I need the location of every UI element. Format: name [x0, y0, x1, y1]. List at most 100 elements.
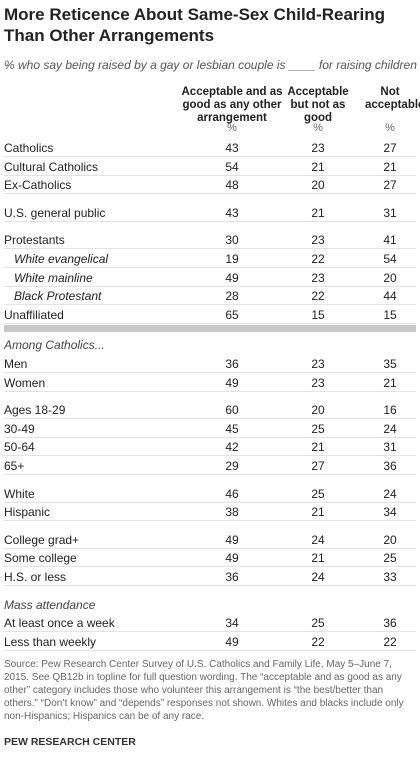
cell-value: 60	[225, 403, 239, 418]
row-label: Black Protestant	[14, 289, 102, 304]
cell-value: 29	[225, 459, 239, 473]
cell-value: 24	[311, 532, 325, 547]
sub-row: White mainline 49 23 20	[4, 268, 416, 287]
row-label: Hispanic	[4, 505, 51, 520]
cell-value: 36	[225, 570, 239, 584]
cell-value: 23	[311, 375, 325, 390]
row-label: Ages 18-29	[4, 403, 66, 418]
row: Less than weekly 49 22 22	[4, 632, 416, 651]
cell-value: 25	[311, 421, 325, 436]
cell-value: 23	[311, 270, 325, 285]
row-label: Protestants	[4, 233, 65, 248]
cell-value: 21	[383, 375, 397, 390]
row-label: White	[4, 486, 35, 501]
sub-row: Black Protestant 28 22 44	[4, 286, 416, 306]
cell-value: 20	[383, 532, 397, 547]
row: H.S. or less 36 24 33	[4, 567, 416, 586]
cell-value: 44	[383, 289, 397, 304]
cell-value: 22	[311, 289, 325, 304]
row: 65+ 29 27 36	[4, 456, 416, 475]
row-label: Less than weekly	[4, 634, 97, 649]
cell-value: 43	[225, 141, 239, 155]
cell-value: 54	[225, 159, 239, 174]
column-header: Not acceptable	[365, 86, 420, 111]
unit-label: %	[385, 122, 395, 134]
cell-value: 48	[225, 178, 239, 193]
cell-value: 65	[225, 307, 239, 322]
cell-value: 49	[225, 270, 239, 285]
cell-value: 21	[311, 505, 325, 520]
row-label: Ex-Catholics	[4, 178, 72, 193]
cell-value: 36	[383, 616, 397, 631]
row-label: College grad+	[4, 532, 80, 547]
row-label: White mainline	[14, 270, 93, 285]
cell-value: 20	[311, 403, 325, 418]
row: Ex-Catholics 48 20 27	[4, 175, 416, 195]
brand: PEW RESEARCH CENTER	[4, 736, 136, 748]
unit-label: %	[313, 122, 323, 134]
row: Protestants 30 23 41	[4, 230, 416, 250]
cell-value: 28	[225, 289, 239, 304]
section-heading: Among Catholics...	[4, 338, 105, 353]
cell-value: 38	[225, 505, 239, 520]
cell-value: 15	[383, 307, 397, 322]
cell-value: 45	[225, 421, 239, 436]
cell-value: 30	[225, 233, 239, 248]
cell-value: 36	[383, 459, 397, 473]
row-label: Cultural Catholics	[4, 159, 99, 174]
row: Catholics 43 23 27	[4, 138, 416, 157]
source-note: Source: Pew Research Center Survey of U.…	[4, 659, 404, 722]
cell-value: 24	[383, 486, 397, 501]
cell-value: 49	[225, 551, 239, 566]
row: Cultural Catholics 54 21 21	[4, 157, 416, 176]
cell-value: 15	[311, 307, 325, 322]
row-label: Some college	[4, 551, 77, 566]
row: U.S. general public 43 21 31	[4, 203, 416, 222]
row: 30-49 45 25 24	[4, 419, 416, 438]
cell-value: 21	[311, 440, 325, 455]
cell-value: 25	[383, 551, 397, 566]
cell-value: 21	[383, 159, 397, 174]
cell-value: 22	[311, 252, 325, 266]
row-label: U.S. general public	[4, 205, 106, 220]
cell-value: 36	[225, 357, 239, 371]
cell-value: 23	[311, 233, 325, 248]
cell-value: 42	[225, 440, 239, 455]
row-label: Men	[4, 357, 28, 371]
subtitle: % who say being raised by a gay or lesbi…	[4, 58, 417, 72]
cell-value: 46	[225, 486, 239, 501]
sub-row: White evangelical 19 22 54	[4, 249, 416, 268]
cell-value: 25	[311, 616, 325, 631]
cell-value: 31	[383, 440, 397, 455]
cell-value: 34	[225, 616, 239, 631]
cell-value: 23	[311, 141, 325, 155]
cell-value: 21	[311, 205, 325, 220]
row-label: At least once a week	[4, 616, 115, 631]
row-label: 50-64	[4, 440, 35, 455]
row-label: Catholics	[4, 141, 54, 155]
cell-value: 43	[225, 205, 239, 220]
cell-value: 21	[311, 159, 325, 174]
cell-value: 19	[225, 252, 239, 266]
cell-value: 23	[311, 357, 325, 371]
cell-value: 24	[383, 421, 397, 436]
cell-value: 21	[311, 551, 325, 566]
cell-value: 27	[383, 141, 397, 155]
cell-value: 33	[383, 570, 397, 584]
cell-value: 25	[311, 486, 325, 501]
cell-value: 31	[383, 205, 397, 220]
row-label: 30-49	[4, 421, 35, 436]
row: Men 36 23 35	[4, 354, 416, 373]
cell-value: 16	[383, 403, 397, 418]
row: At least once a week 34 25 36	[4, 613, 416, 633]
cell-value: 49	[225, 634, 239, 649]
cell-value: 20	[383, 270, 397, 285]
row-label: H.S. or less	[4, 570, 67, 584]
cell-value: 22	[311, 634, 325, 649]
cell-value: 49	[225, 375, 239, 390]
row: Unaffiliated 65 15 15	[4, 305, 416, 324]
row: Ages 18-29 60 20 16	[4, 400, 416, 420]
column-header: Acceptable and as good as any other arra…	[181, 86, 283, 124]
cell-value: 22	[383, 634, 397, 649]
